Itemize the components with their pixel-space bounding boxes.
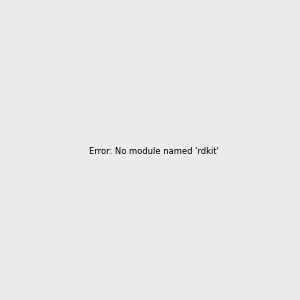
Text: Error: No module named 'rdkit': Error: No module named 'rdkit' <box>89 147 219 156</box>
